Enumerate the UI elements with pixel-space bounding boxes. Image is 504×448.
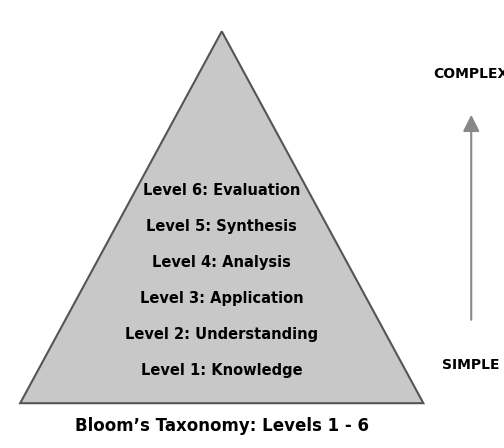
Text: Level 2: Understanding: Level 2: Understanding	[125, 327, 319, 342]
Polygon shape	[20, 31, 423, 403]
Text: Level 1: Knowledge: Level 1: Knowledge	[141, 363, 302, 378]
Text: Level 3: Application: Level 3: Application	[140, 291, 303, 306]
Text: SIMPLE: SIMPLE	[443, 358, 500, 372]
Text: COMPLEX: COMPLEX	[433, 67, 504, 81]
Text: Level 4: Analysis: Level 4: Analysis	[152, 255, 291, 270]
Text: Level 5: Synthesis: Level 5: Synthesis	[146, 219, 297, 234]
Text: Bloom’s Taxonomy: Levels 1 - 6: Bloom’s Taxonomy: Levels 1 - 6	[75, 417, 369, 435]
Text: Level 6: Evaluation: Level 6: Evaluation	[143, 183, 300, 198]
